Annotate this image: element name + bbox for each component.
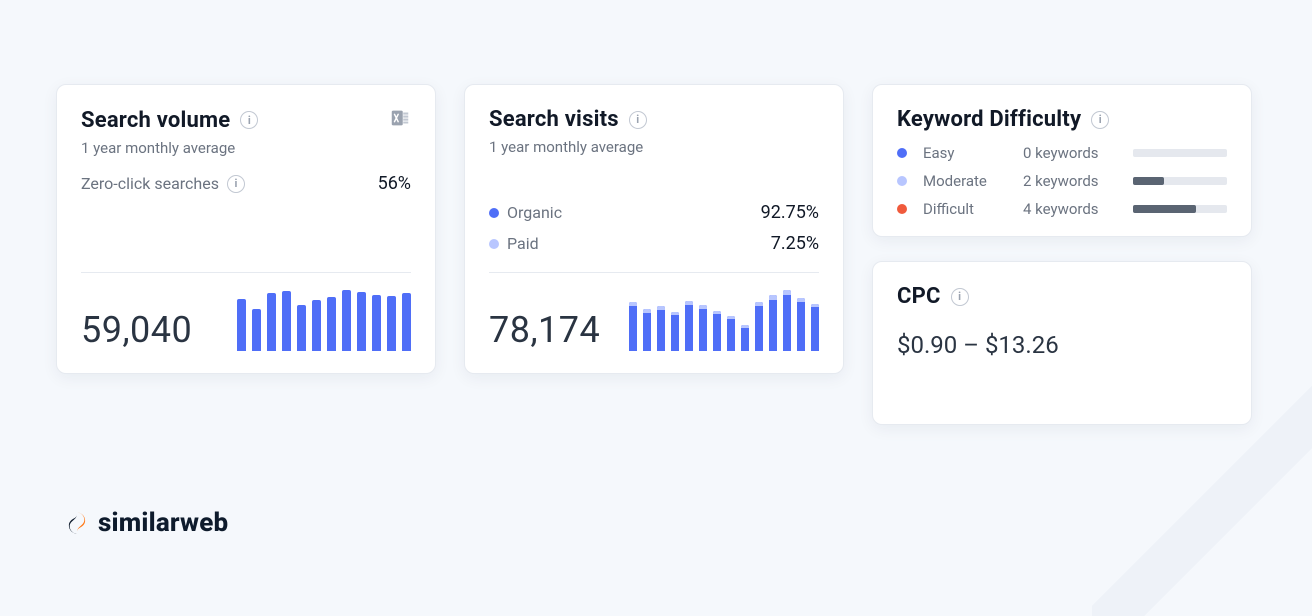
bar	[685, 301, 693, 351]
bar	[267, 293, 276, 351]
paid-value: 7.25%	[771, 233, 819, 254]
info-icon[interactable]: i	[629, 111, 647, 129]
bar	[342, 290, 351, 351]
dashboard-grid: Search volume i 1 year monthly average Z…	[56, 84, 1256, 425]
bar	[657, 306, 665, 351]
bar	[327, 297, 336, 351]
difficulty-count: 4 keywords	[1023, 200, 1123, 218]
bar	[727, 316, 735, 351]
search-volume-card: Search volume i 1 year monthly average Z…	[56, 84, 436, 374]
cpc-range: $0.90 – $13.26	[897, 331, 1227, 359]
bar	[811, 304, 819, 351]
difficulty-count: 2 keywords	[1023, 172, 1123, 190]
bar	[643, 309, 651, 351]
difficulty-label: Moderate	[923, 172, 1013, 190]
bar	[237, 299, 246, 351]
bar	[387, 296, 396, 351]
bar	[357, 292, 366, 351]
bar	[629, 302, 637, 351]
difficulty-row: Easy 0 keywords	[897, 144, 1227, 162]
brand-logo: similarweb	[64, 508, 228, 538]
zero-click-label: Zero-click searches	[81, 174, 219, 193]
info-icon[interactable]: i	[240, 111, 258, 129]
bar	[372, 295, 381, 351]
brand-name: similarweb	[98, 508, 228, 538]
search-volume-title: Search volume	[81, 108, 230, 133]
bar	[755, 302, 763, 351]
cpc-title: CPC	[897, 284, 941, 309]
bar	[797, 298, 805, 351]
similarweb-mark-icon	[64, 510, 90, 536]
cpc-card: CPC i $0.90 – $13.26	[872, 261, 1252, 425]
bar	[282, 291, 291, 351]
search-volume-chart	[237, 287, 411, 351]
keyword-difficulty-list: Easy 0 keywords Moderate 2 keywords Difficul…	[897, 144, 1227, 218]
difficulty-bar	[1133, 177, 1227, 185]
paid-label: Paid	[507, 234, 539, 253]
organic-value: 92.75%	[761, 202, 819, 223]
search-volume-subtitle: 1 year monthly average	[81, 139, 411, 157]
info-icon[interactable]: i	[1091, 111, 1109, 129]
organic-label: Organic	[507, 203, 562, 222]
organic-dot-icon	[489, 208, 499, 218]
bar	[713, 311, 721, 351]
difficulty-dot-icon	[897, 204, 907, 214]
bar	[783, 290, 791, 351]
divider	[489, 272, 819, 273]
search-volume-total: 59,040	[81, 309, 192, 351]
paid-dot-icon	[489, 239, 499, 249]
difficulty-bar	[1133, 205, 1227, 213]
bar	[297, 305, 306, 351]
difficulty-dot-icon	[897, 176, 907, 186]
difficulty-row: Difficult 4 keywords	[897, 200, 1227, 218]
info-icon[interactable]: i	[951, 288, 969, 306]
excel-export-icon[interactable]	[389, 107, 411, 133]
difficulty-count: 0 keywords	[1023, 144, 1123, 162]
bar	[312, 300, 321, 351]
bar	[699, 305, 707, 351]
difficulty-bar	[1133, 149, 1227, 157]
search-visits-total: 78,174	[489, 309, 600, 351]
difficulty-label: Difficult	[923, 200, 1013, 218]
keyword-difficulty-card: Keyword Difficulty i Easy 0 keywords Moder…	[872, 84, 1252, 237]
bar	[741, 325, 749, 351]
bar	[252, 309, 261, 351]
bar	[769, 295, 777, 351]
difficulty-label: Easy	[923, 144, 1013, 162]
divider	[81, 272, 411, 273]
bar	[402, 293, 411, 351]
search-visits-chart	[629, 287, 819, 351]
bar	[671, 312, 679, 351]
search-visits-title: Search visits	[489, 107, 619, 132]
keyword-difficulty-title: Keyword Difficulty	[897, 107, 1081, 132]
info-icon[interactable]: i	[227, 175, 245, 193]
search-visits-subtitle: 1 year monthly average	[489, 138, 819, 156]
zero-click-value: 56%	[378, 173, 411, 194]
search-visits-card: Search visits i 1 year monthly average O…	[464, 84, 844, 374]
difficulty-row: Moderate 2 keywords	[897, 172, 1227, 190]
difficulty-dot-icon	[897, 148, 907, 158]
